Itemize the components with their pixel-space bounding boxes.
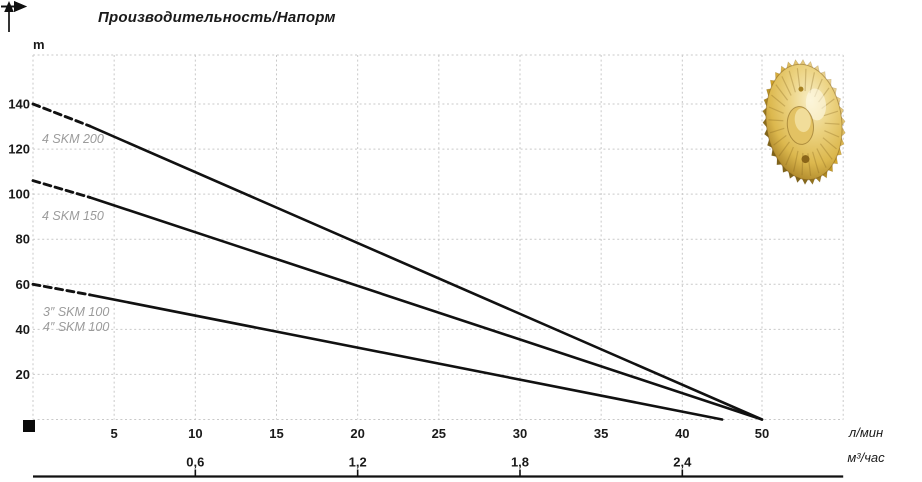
x-tick-labels-lmin: 5 10 15 20 25 30 35 40 50	[111, 426, 770, 441]
y-axis-unit: m	[33, 37, 45, 52]
curve-series-1	[31, 179, 764, 421]
chart-title: Производительность/Напорм	[98, 9, 336, 26]
y-tick-label: 20	[16, 367, 30, 382]
x-tick-label: 20	[350, 426, 364, 441]
curve-dashed-segment	[31, 179, 92, 199]
x-axis-unit-lmin: л/мин	[848, 425, 884, 440]
y-tick-label: 100	[8, 187, 30, 202]
x-tick-label: 40	[675, 426, 689, 441]
right-arrow-icon	[1, 1, 27, 12]
x-tick-label: 30	[513, 426, 527, 441]
impeller-image	[762, 58, 846, 186]
curve-dashed-segment	[31, 102, 92, 128]
y-tick-label: 140	[8, 96, 30, 111]
curve-series-0	[31, 102, 764, 421]
curve-label-4skm100: 4″ SKM 100	[43, 320, 110, 334]
y-tick-label: 40	[16, 322, 30, 337]
curve-label-4skm200: 4 SKM 200	[42, 132, 104, 146]
y-tick-labels: 140 120 100 80 60 40 20	[8, 96, 30, 381]
x-axis-unit-m3h: м³/час	[847, 450, 885, 465]
y-tick-label: 80	[16, 232, 30, 247]
x-tick-label-m3h: 2,4	[673, 455, 692, 470]
curve-solid-segment	[88, 124, 764, 421]
curve-label-3skm100: 3″ SKM 100	[43, 305, 110, 319]
curve-solid-segment	[88, 293, 724, 421]
x-tick-label-m3h: 1,8	[511, 455, 529, 470]
curve-solid-segment	[88, 196, 764, 421]
x-tick-label: 5	[111, 426, 118, 441]
x-tick-label: 10	[188, 426, 202, 441]
x-axis-m3h: 0,6 1,2 1,8 2,4	[33, 455, 844, 478]
y-tick-label: 120	[8, 142, 30, 157]
x-tick-label: 15	[269, 426, 283, 441]
x-tick-label: 25	[432, 426, 446, 441]
curve-series-2	[31, 282, 724, 421]
x-tick-label: 50	[755, 426, 769, 441]
x-tick-label: 35	[594, 426, 608, 441]
y-tick-label: 60	[16, 277, 30, 292]
grid	[32, 54, 844, 420]
curve-label-4skm150: 4 SKM 150	[42, 209, 104, 223]
x-tick-label-m3h: 0,6	[186, 455, 204, 470]
x-tick-label-m3h: 1,2	[349, 455, 367, 470]
curve-dashed-segment	[31, 282, 92, 297]
origin-square	[23, 420, 35, 432]
